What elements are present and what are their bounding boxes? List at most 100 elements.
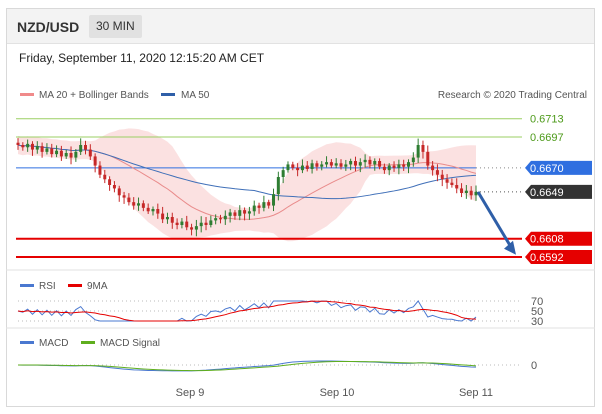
x-tick-label: Sep 11 [459,387,493,399]
x-axis: Sep 9 Sep 10 Sep 11 [176,387,493,399]
forecast-arrow [476,191,514,250]
candle-body [460,188,464,193]
candle-body [238,210,242,216]
candle-body [455,185,459,189]
candle-body [209,220,213,225]
candle-body [339,163,343,167]
forecast-arrow-head [504,240,516,255]
candle-body [233,212,237,216]
candle-body [272,194,276,206]
ma50-legend-label: MA 50 [181,90,210,101]
candle-body [175,222,179,225]
macd-zero-label: 0 [531,360,537,372]
candle-body [368,159,372,165]
candle-body [79,145,83,152]
candle-body [103,174,107,180]
candle-body [257,205,261,208]
candle-body [397,164,401,168]
candle-body [325,162,329,165]
candle-body [243,210,247,214]
candle-body [474,191,478,196]
candle-body [45,148,49,152]
candle-body [55,150,59,155]
candle-body [59,150,63,157]
level-tag-bg [525,231,592,246]
candle-body [180,221,184,225]
candle-body [93,156,97,166]
candle-body [320,164,324,167]
credit-text: Research © 2020 Trading Central [438,90,587,101]
timeframe-badge[interactable]: 30 MIN [89,15,142,38]
candle-body [349,161,353,165]
level-tag-label: 0.6697 [530,132,564,144]
candle-body [83,145,87,150]
candle-body [411,157,415,163]
candle-body [440,174,444,180]
candle-body [156,209,160,214]
candle-body [190,227,194,230]
candle-body [98,165,102,175]
candle-body [435,170,439,175]
macd-plot-area: 0 [17,360,537,372]
candle-body [286,164,290,171]
candle-body [117,188,121,196]
level-tag-bg [525,160,592,175]
candle-body [252,205,256,212]
candle-body [151,209,155,212]
candle-body [204,222,208,225]
candle-body [407,162,411,167]
level-tag-pivot: 0.6670 [525,160,592,175]
macd-legend-label: MACD [39,338,68,349]
candle-body [267,202,271,206]
level-tag-label: 0.6713 [530,114,564,126]
candle-body [262,202,266,208]
ma50-line [17,144,477,200]
level-tag-bg [525,250,592,264]
candle-body [291,164,295,168]
candle-body [402,164,406,167]
x-tick-label: Sep 9 [176,387,205,399]
candle-body [185,221,189,228]
level-tag-label: 0.6649 [530,187,564,199]
macd-legend-swatch [20,341,34,344]
currency-pair-title: NZD/USD [17,19,80,35]
candle-body [445,179,449,183]
level-tag-resistance: 0.6697 [530,132,564,144]
candle-body [334,163,338,166]
candle-body [281,170,285,177]
candle-body [300,165,304,171]
candle-body [146,207,150,212]
candle-body [228,212,232,216]
chart-header: NZD/USD 30 MIN [7,9,594,44]
candle-body [165,217,169,220]
candle-body [296,167,300,171]
candle-body [305,165,309,169]
level-tag-resistance: 0.6713 [530,114,564,126]
candle-body [223,215,227,220]
candle-body [387,165,391,171]
candle-body [378,161,382,167]
chart-datetime: Friday, September 11, 2020 12:15:20 AM C… [19,51,265,65]
rsi-ma-legend-swatch [68,284,82,287]
rsi-level-label: 70 [531,296,543,308]
bollinger-legend-swatch [20,93,34,96]
candle-body [276,177,280,195]
candle-body [310,163,314,169]
candle-body [88,149,92,157]
rsi-ma-line [17,300,477,322]
candle-body [132,202,136,206]
candle-body [64,153,68,157]
candle-body [122,195,126,198]
candle-body [218,218,222,220]
candle-body [170,217,174,223]
candle-body [214,218,218,221]
candle-body [392,165,396,168]
level-tag-support: 0.6592 [525,250,592,264]
bollinger-legend-label: MA 20 + Bollinger Bands [39,90,149,101]
main-plot-area [16,118,522,258]
candle-body [450,182,454,185]
candle-body [431,165,435,171]
level-tag-label: 0.6592 [530,252,564,264]
price-level-tags: 0.6713 0.6697 0.6670 0.6649 0.6608 0.6592 [525,114,592,264]
